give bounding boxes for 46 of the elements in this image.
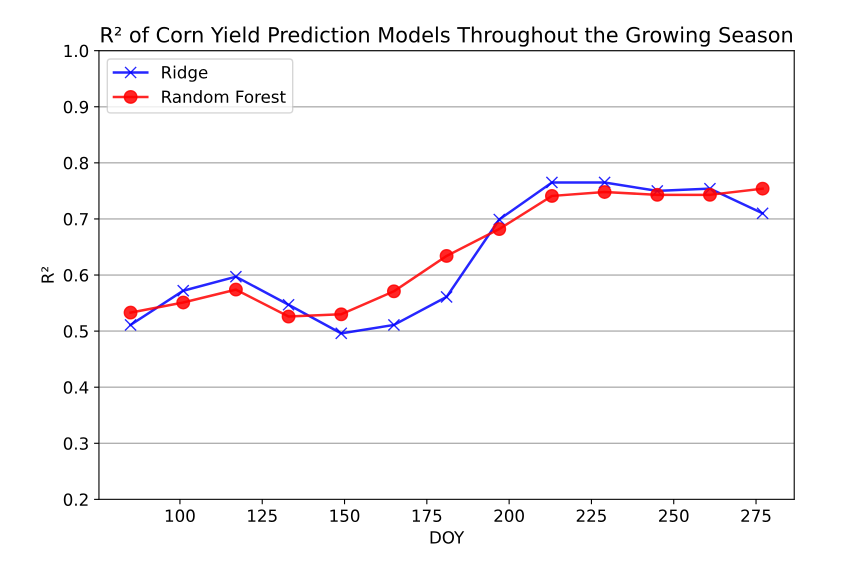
point — [388, 318, 400, 332]
chart-title: R² of Corn Yield Prediction Models Throughout the Growing Season — [102, 26, 792, 47]
x-tick-label: 250 — [659, 509, 689, 522]
legend-label: Ridge — [162, 66, 208, 82]
point — [334, 307, 348, 322]
point — [493, 213, 506, 226]
point — [228, 282, 243, 297]
point — [334, 327, 348, 340]
y-tick-label: 0.4 — [64, 381, 88, 394]
point — [544, 188, 559, 203]
x-tick-label: 175 — [412, 510, 442, 522]
point — [282, 298, 295, 312]
x-tick-label: 125 — [248, 509, 277, 522]
x-axis-title: DOY — [430, 531, 464, 544]
point — [176, 296, 190, 310]
point — [386, 284, 401, 298]
y-tick-label: 0.3 — [64, 437, 88, 450]
x-tick-label: 225 — [576, 509, 606, 522]
point — [756, 182, 770, 196]
y-tick-label: 0.6 — [64, 268, 88, 282]
point — [176, 284, 190, 297]
x-tick-label: 150 — [330, 509, 360, 522]
y-tick-label: 0.8 — [64, 156, 88, 170]
y-tick-label: 0.9 — [64, 100, 88, 114]
point — [650, 188, 664, 202]
y-tick-label: 0.2 — [64, 493, 88, 506]
legend-label: Random Forest — [162, 90, 286, 104]
x-tick-label: 200 — [494, 509, 524, 522]
point — [440, 290, 453, 304]
point — [492, 222, 506, 236]
point — [440, 249, 454, 263]
point — [124, 306, 138, 320]
point — [598, 185, 612, 199]
point — [230, 270, 242, 283]
y-tick-label: 0.5 — [64, 325, 88, 338]
point — [703, 188, 717, 202]
x-tick-label: 275 — [741, 509, 770, 522]
point — [124, 318, 137, 332]
y-axis-title: R² — [41, 266, 54, 283]
y-tick-label: 0.7 — [64, 212, 88, 226]
point — [756, 207, 769, 220]
point — [598, 176, 611, 189]
point — [282, 310, 296, 324]
point — [546, 176, 558, 189]
y-tick-label: 1.0 — [64, 44, 88, 58]
x-tick-label: 100 — [166, 509, 195, 522]
